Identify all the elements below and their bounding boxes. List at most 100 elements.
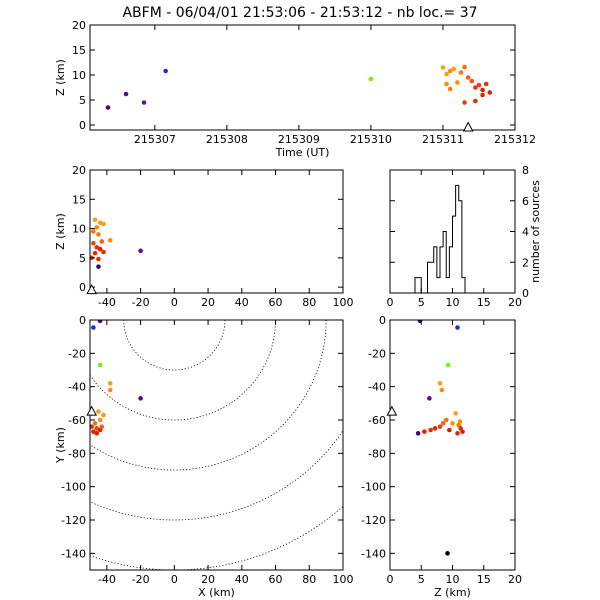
x-tick-label: -40 [98, 296, 116, 309]
source-point [368, 76, 374, 82]
x-tick-label: 215308 [206, 133, 248, 146]
y-tick-label: 10 [72, 223, 86, 236]
x-tick-label: 20 [508, 296, 522, 309]
y-axis-label: number of sources [529, 180, 542, 283]
y-tick-label: 0 [79, 281, 86, 294]
y-tick-label: 6 [522, 195, 529, 208]
y-tick-label: 15 [72, 44, 86, 57]
range-circle [90, 320, 327, 471]
source-point [123, 91, 129, 97]
source-point [91, 229, 96, 234]
x-tick-label: 20 [201, 296, 215, 309]
y-tick-label: -60 [368, 414, 386, 427]
source-point [96, 256, 101, 262]
y-tick-label: 2 [522, 256, 529, 269]
y-tick-label: 8 [522, 164, 529, 177]
station-marker [386, 405, 398, 416]
x-tick-label: 100 [333, 296, 354, 309]
y-tick-label: 20 [72, 19, 86, 32]
source-point [94, 225, 100, 230]
x-tick-label: 80 [302, 573, 316, 586]
source-point [422, 429, 427, 434]
source-point [453, 411, 458, 416]
source-point [480, 92, 485, 98]
source-point [447, 68, 453, 74]
x-tick-label: 40 [235, 296, 249, 309]
source-point [94, 245, 100, 250]
source-point [94, 431, 100, 436]
station-marker [462, 121, 474, 132]
source-point [101, 221, 106, 227]
x-tick-label: 20 [508, 573, 522, 586]
source-point [458, 70, 464, 75]
source-point [451, 66, 457, 72]
axes-frame [89, 169, 344, 294]
source-point [96, 232, 101, 237]
axes-frame [89, 319, 344, 571]
source-point [105, 105, 111, 110]
y-tick-label: 0 [379, 314, 386, 327]
y-axis-label: Z (km) [54, 213, 67, 250]
x-tick-label: 10 [446, 573, 460, 586]
source-point [107, 237, 113, 243]
y-tick-label: -60 [68, 414, 86, 427]
station-marker [86, 284, 98, 295]
y-tick-label: 15 [72, 193, 86, 206]
source-point [99, 239, 105, 244]
source-point [476, 82, 482, 88]
x-tick-label: -20 [132, 296, 150, 309]
source-point [101, 249, 106, 255]
panel-z-y: 0 5 10 15 20 0 -20 -40 -60 -80 -100 -120 -140 Z (km) [361, 314, 522, 599]
x-axis-label: Time (UT) [275, 146, 330, 159]
source-point [96, 409, 101, 414]
x-tick-label: 215310 [350, 133, 392, 146]
y-tick-label: -140 [361, 547, 386, 560]
y-tick-label: -40 [368, 381, 386, 394]
y-tick-label: 0 [522, 287, 529, 300]
x-axis-label: X (km) [198, 586, 235, 599]
y-axis-label: Y (km) [54, 427, 67, 464]
source-point [138, 248, 143, 254]
source-point [460, 429, 465, 434]
source-point [444, 71, 449, 77]
y-tick-label: 0 [79, 119, 86, 132]
x-tick-label: -40 [98, 573, 116, 586]
x-tick-label: 100 [333, 573, 354, 586]
source-point [97, 362, 103, 368]
y-tick-label: -140 [61, 547, 86, 560]
panel-x-y: -40 -20 0 20 40 60 80 100 0 -20 -40 -60 -80 -100 -120 -… [54, 314, 354, 599]
x-tick-label: 0 [387, 573, 394, 586]
source-point [90, 424, 94, 429]
plot-content [415, 320, 465, 556]
x-tick-label: 10 [446, 296, 460, 309]
y-tick-label: -100 [361, 481, 386, 494]
source-point [101, 412, 106, 418]
plot-content [390, 184, 515, 293]
x-tick-label: 80 [302, 296, 316, 309]
source-point [97, 246, 103, 252]
source-point [458, 426, 463, 431]
y-tick-label: 10 [72, 69, 86, 82]
y-tick-label: 5 [79, 94, 86, 107]
axes-frame [89, 24, 516, 131]
source-point [97, 320, 103, 324]
source-point [455, 325, 460, 330]
source-point [138, 396, 143, 401]
x-tick-label: 5 [418, 573, 425, 586]
panel-time-z: 215307 215308 215309 215310 215311 215312 0 5 10… [54, 19, 536, 159]
source-point [163, 68, 168, 74]
source-point [447, 86, 453, 92]
y-tick-label: 0 [79, 314, 86, 327]
source-point [437, 381, 443, 386]
source-point [96, 264, 101, 269]
source-point [455, 80, 460, 85]
source-point [427, 396, 432, 401]
source-point [455, 431, 460, 436]
x-tick-label: 60 [269, 296, 283, 309]
source-point [92, 421, 98, 426]
x-tick-label: -20 [132, 573, 150, 586]
source-point [99, 424, 105, 429]
x-tick-label: 15 [477, 296, 491, 309]
